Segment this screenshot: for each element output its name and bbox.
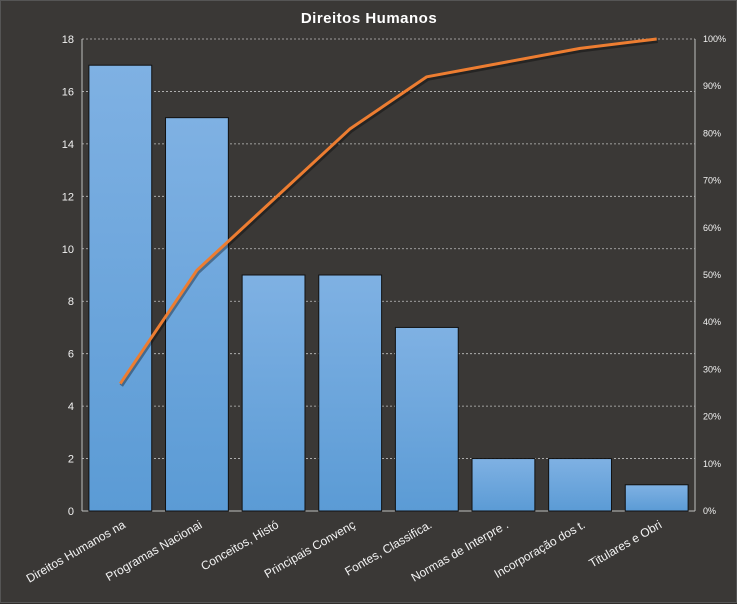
left-axis: 0 2 4 6 8 10 12 14 16 18: [62, 34, 74, 518]
category-label: Titulares e Obri: [587, 517, 665, 570]
bar: [241, 274, 306, 512]
left-tick-label: 14: [62, 139, 74, 151]
bar: [471, 458, 536, 512]
left-tick-label: 0: [68, 506, 74, 518]
right-tick-label: 0%: [703, 506, 716, 516]
bar: [165, 117, 229, 512]
left-tick-label: 6: [68, 349, 74, 361]
left-tick-label: 10: [62, 244, 74, 256]
bar: [318, 274, 383, 512]
left-tick-label: 2: [68, 454, 74, 466]
left-tick-label: 18: [62, 34, 74, 46]
left-tick-label: 12: [62, 191, 74, 203]
cumulative-line: [119, 37, 658, 387]
right-tick-label: 10%: [703, 459, 721, 469]
bar: [88, 64, 153, 512]
bar: [548, 458, 612, 512]
right-tick-label: 20%: [703, 412, 721, 422]
right-tick-label: 60%: [703, 223, 721, 233]
left-tick-label: 16: [62, 86, 74, 98]
right-axis: 0% 10% 20% 30% 40% 50% 60% 70% 80% 90% 100%: [703, 34, 726, 516]
right-tick-label: 40%: [703, 317, 721, 327]
bars: [88, 64, 689, 512]
right-tick-label: 70%: [703, 176, 721, 186]
right-tick-label: 80%: [703, 128, 721, 138]
right-tick-label: 50%: [703, 270, 721, 280]
right-tick-label: 90%: [703, 81, 721, 91]
right-tick-label: 100%: [703, 34, 726, 44]
chart-title: Direitos Humanos: [301, 10, 437, 27]
cumulative-line-path: [119, 37, 657, 385]
left-tick-label: 8: [68, 296, 74, 308]
right-tick-label: 30%: [703, 364, 721, 374]
bar: [624, 484, 689, 512]
left-tick-label: 4: [68, 401, 74, 413]
cumulative-line-shadow: [119, 39, 658, 387]
bar: [394, 326, 459, 512]
